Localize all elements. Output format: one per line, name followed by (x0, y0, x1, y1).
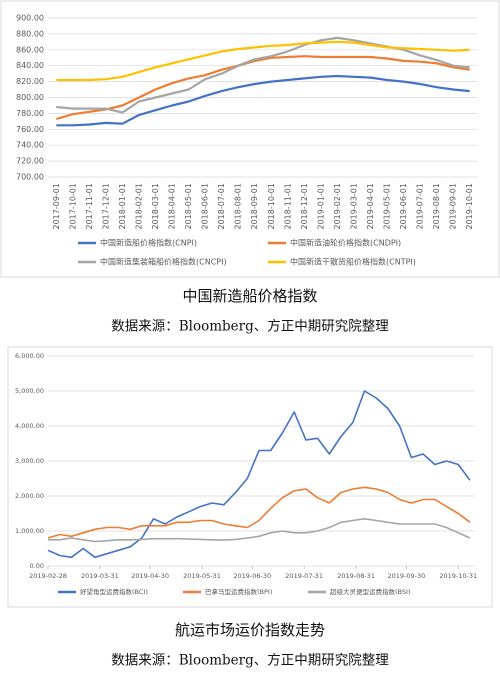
chart-frame (7, 346, 493, 608)
x-tick-label: 2017-10-01 (68, 183, 77, 230)
x-tick-label: 2019-07-31 (285, 572, 323, 580)
x-tick-label: 2019-03-31 (81, 572, 119, 580)
x-tick-label: 2018-06-01 (201, 183, 210, 230)
series-line (56, 36, 470, 114)
x-tick-label: 2019-08-01 (432, 183, 441, 230)
caption: 航运市场运价指数走势 (175, 621, 325, 639)
x-tick-label: 2019-04-01 (366, 183, 375, 230)
y-tick-label: 2,000.00 (15, 492, 44, 500)
series-line (56, 40, 470, 82)
y-tick-label: 800.00 (16, 93, 44, 102)
x-tick-label: 2018-08-01 (234, 183, 243, 230)
x-tick-label: 2019-06-01 (399, 183, 408, 230)
x-tick-label: 2017-11-01 (85, 183, 94, 230)
x-tick-label: 2019-05-31 (183, 572, 221, 580)
legend-label: 中国新造船价格指数(CNPI) (100, 238, 197, 248)
series-line (47, 486, 471, 539)
y-tick-label: 860.00 (16, 45, 44, 54)
x-tick-label: 2019-02-01 (333, 183, 342, 230)
x-tick-label: 2017-12-01 (101, 183, 110, 230)
x-tick-label: 2019-10-31 (439, 572, 477, 580)
y-tick-label: 700.00 (16, 173, 44, 182)
y-tick-label: 1,000.00 (15, 527, 44, 535)
y-tick-label: 740.00 (16, 141, 44, 150)
chart-frame (0, 0, 500, 278)
y-tick-label: 820.00 (16, 77, 44, 86)
x-tick-label: 2018-04-01 (168, 183, 177, 230)
series-line (48, 518, 471, 543)
x-tick-label: 2018-03-01 (151, 183, 160, 230)
x-tick-label: 2019-04-30 (131, 572, 169, 580)
source: 数据来源：Bloomberg、方正中期研究院整理 (111, 653, 389, 669)
x-tick-label: 2019-08-31 (337, 572, 375, 580)
x-tick-label: 2019-01-01 (316, 183, 325, 230)
x-tick-label: 2018-12-01 (300, 183, 309, 230)
y-tick-label: 6,000.00 (15, 352, 44, 360)
legend-label: 中国新造干散货船价格指数(CNTPI) (290, 257, 416, 267)
y-tick-label: 900.00 (16, 14, 44, 23)
x-tick-label: 2019-10-01 (465, 183, 474, 230)
x-tick-label: 2018-10-01 (267, 183, 276, 230)
legend-label: 中国新造集装箱船价格指数(CNCPI) (100, 257, 227, 267)
source: 数据来源：Bloomberg、方正中期研究院整理 (111, 319, 389, 335)
x-tick-label: 2018-11-01 (283, 183, 292, 230)
x-tick-label: 2019-06-30 (233, 572, 271, 580)
y-tick-label: 3,000.00 (15, 457, 44, 465)
y-tick-label: 780.00 (16, 109, 44, 118)
x-tick-label: 2018-02-01 (134, 183, 143, 230)
series-line (56, 74, 470, 127)
legend-label: 巴拿马型运费指数(BPI) (205, 587, 272, 596)
y-tick-label: 760.00 (16, 125, 44, 134)
x-tick-label: 2019-02-28 (29, 572, 67, 580)
series-line (55, 55, 470, 121)
y-tick-label: 4,000.00 (15, 422, 44, 430)
x-tick-label: 2018-09-01 (250, 183, 259, 230)
series-line (47, 390, 471, 559)
y-tick-label: 0.00 (30, 562, 44, 570)
legend-label: 中国新造油轮价格指数(CNDPI) (290, 238, 401, 248)
x-tick-label: 2019-09-01 (449, 183, 458, 230)
x-tick-label: 2019-07-01 (416, 183, 425, 230)
y-tick-label: 840.00 (16, 61, 44, 70)
x-tick-label: 2019-09-30 (387, 572, 425, 580)
caption: 中国新造船价格指数 (182, 287, 317, 305)
x-tick-label: 2018-01-01 (118, 183, 127, 230)
x-tick-label: 2019-03-01 (349, 183, 358, 230)
y-tick-label: 880.00 (16, 29, 44, 38)
x-tick-label: 2018-05-01 (184, 183, 193, 230)
x-tick-label: 2018-07-01 (217, 183, 226, 230)
y-tick-label: 5,000.00 (15, 387, 44, 395)
x-tick-label: 2019-05-01 (383, 183, 392, 230)
x-tick-label: 2017-09-01 (52, 183, 61, 230)
legend-label: 超级大灵便型运费指数(BSI) (330, 587, 410, 596)
legend-label: 好望角型运费指数(BCI) (80, 587, 148, 596)
y-tick-label: 720.00 (16, 157, 44, 166)
